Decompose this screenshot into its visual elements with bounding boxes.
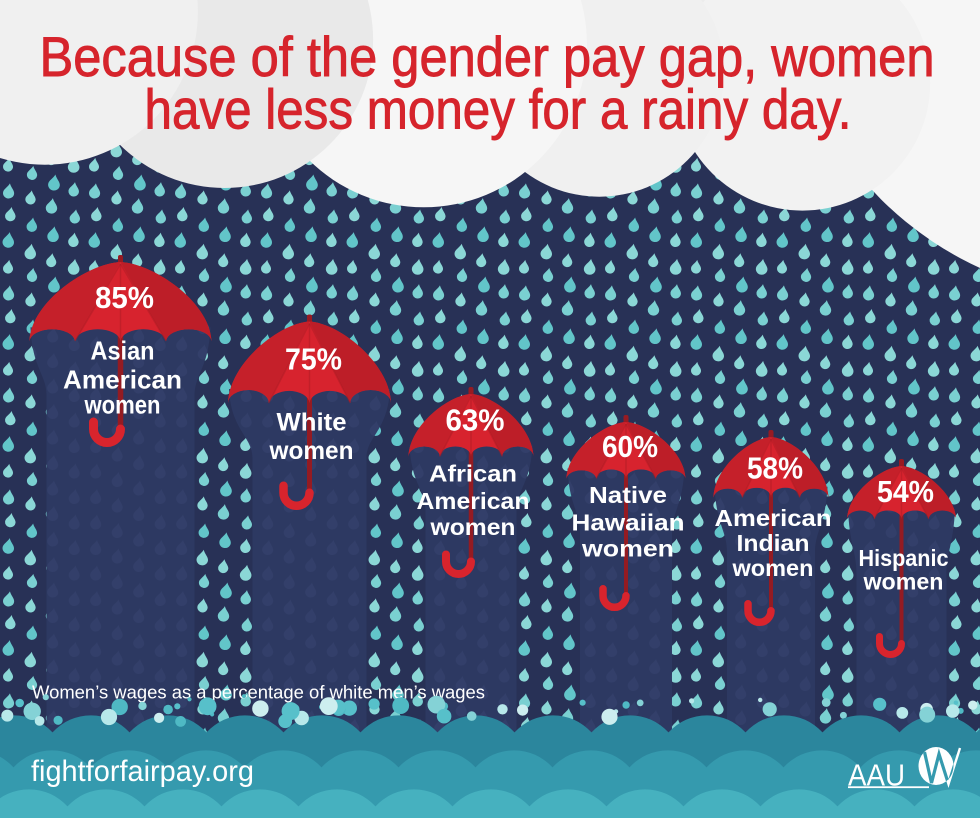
svg-text:85%: 85% xyxy=(95,280,154,315)
svg-text:60%: 60% xyxy=(602,429,658,464)
svg-text:54%: 54% xyxy=(877,474,934,509)
svg-text:American: American xyxy=(63,364,182,394)
svg-text:women: women xyxy=(581,535,674,561)
svg-text:Hispanic: Hispanic xyxy=(859,545,949,571)
svg-text:75%: 75% xyxy=(285,342,342,377)
svg-text:Indian: Indian xyxy=(737,530,810,556)
svg-text:women: women xyxy=(269,437,354,465)
svg-text:63%: 63% xyxy=(446,403,505,438)
svg-text:58%: 58% xyxy=(747,451,803,486)
svg-text:women: women xyxy=(731,555,813,581)
svg-text:Because of the gender pay gap,: Because of the gender pay gap, women xyxy=(40,25,935,88)
svg-text:American: American xyxy=(715,505,832,531)
svg-text:African: African xyxy=(429,460,517,486)
svg-text:have less money for a rainy da: have less money for a rainy day. xyxy=(145,78,852,141)
svg-text:women: women xyxy=(429,514,515,540)
svg-text:women: women xyxy=(863,569,944,595)
svg-text:fightforfairpay.org: fightforfairpay.org xyxy=(31,755,254,788)
svg-text:Asian: Asian xyxy=(91,336,155,366)
svg-text:White: White xyxy=(277,408,347,436)
svg-text:American: American xyxy=(417,488,530,514)
svg-text:Native: Native xyxy=(589,482,667,508)
svg-text:Women’s wages as a percentage: Women’s wages as a percentage of white m… xyxy=(32,682,485,703)
svg-text:women: women xyxy=(84,390,161,420)
svg-text:Hawaiian: Hawaiian xyxy=(572,509,685,535)
